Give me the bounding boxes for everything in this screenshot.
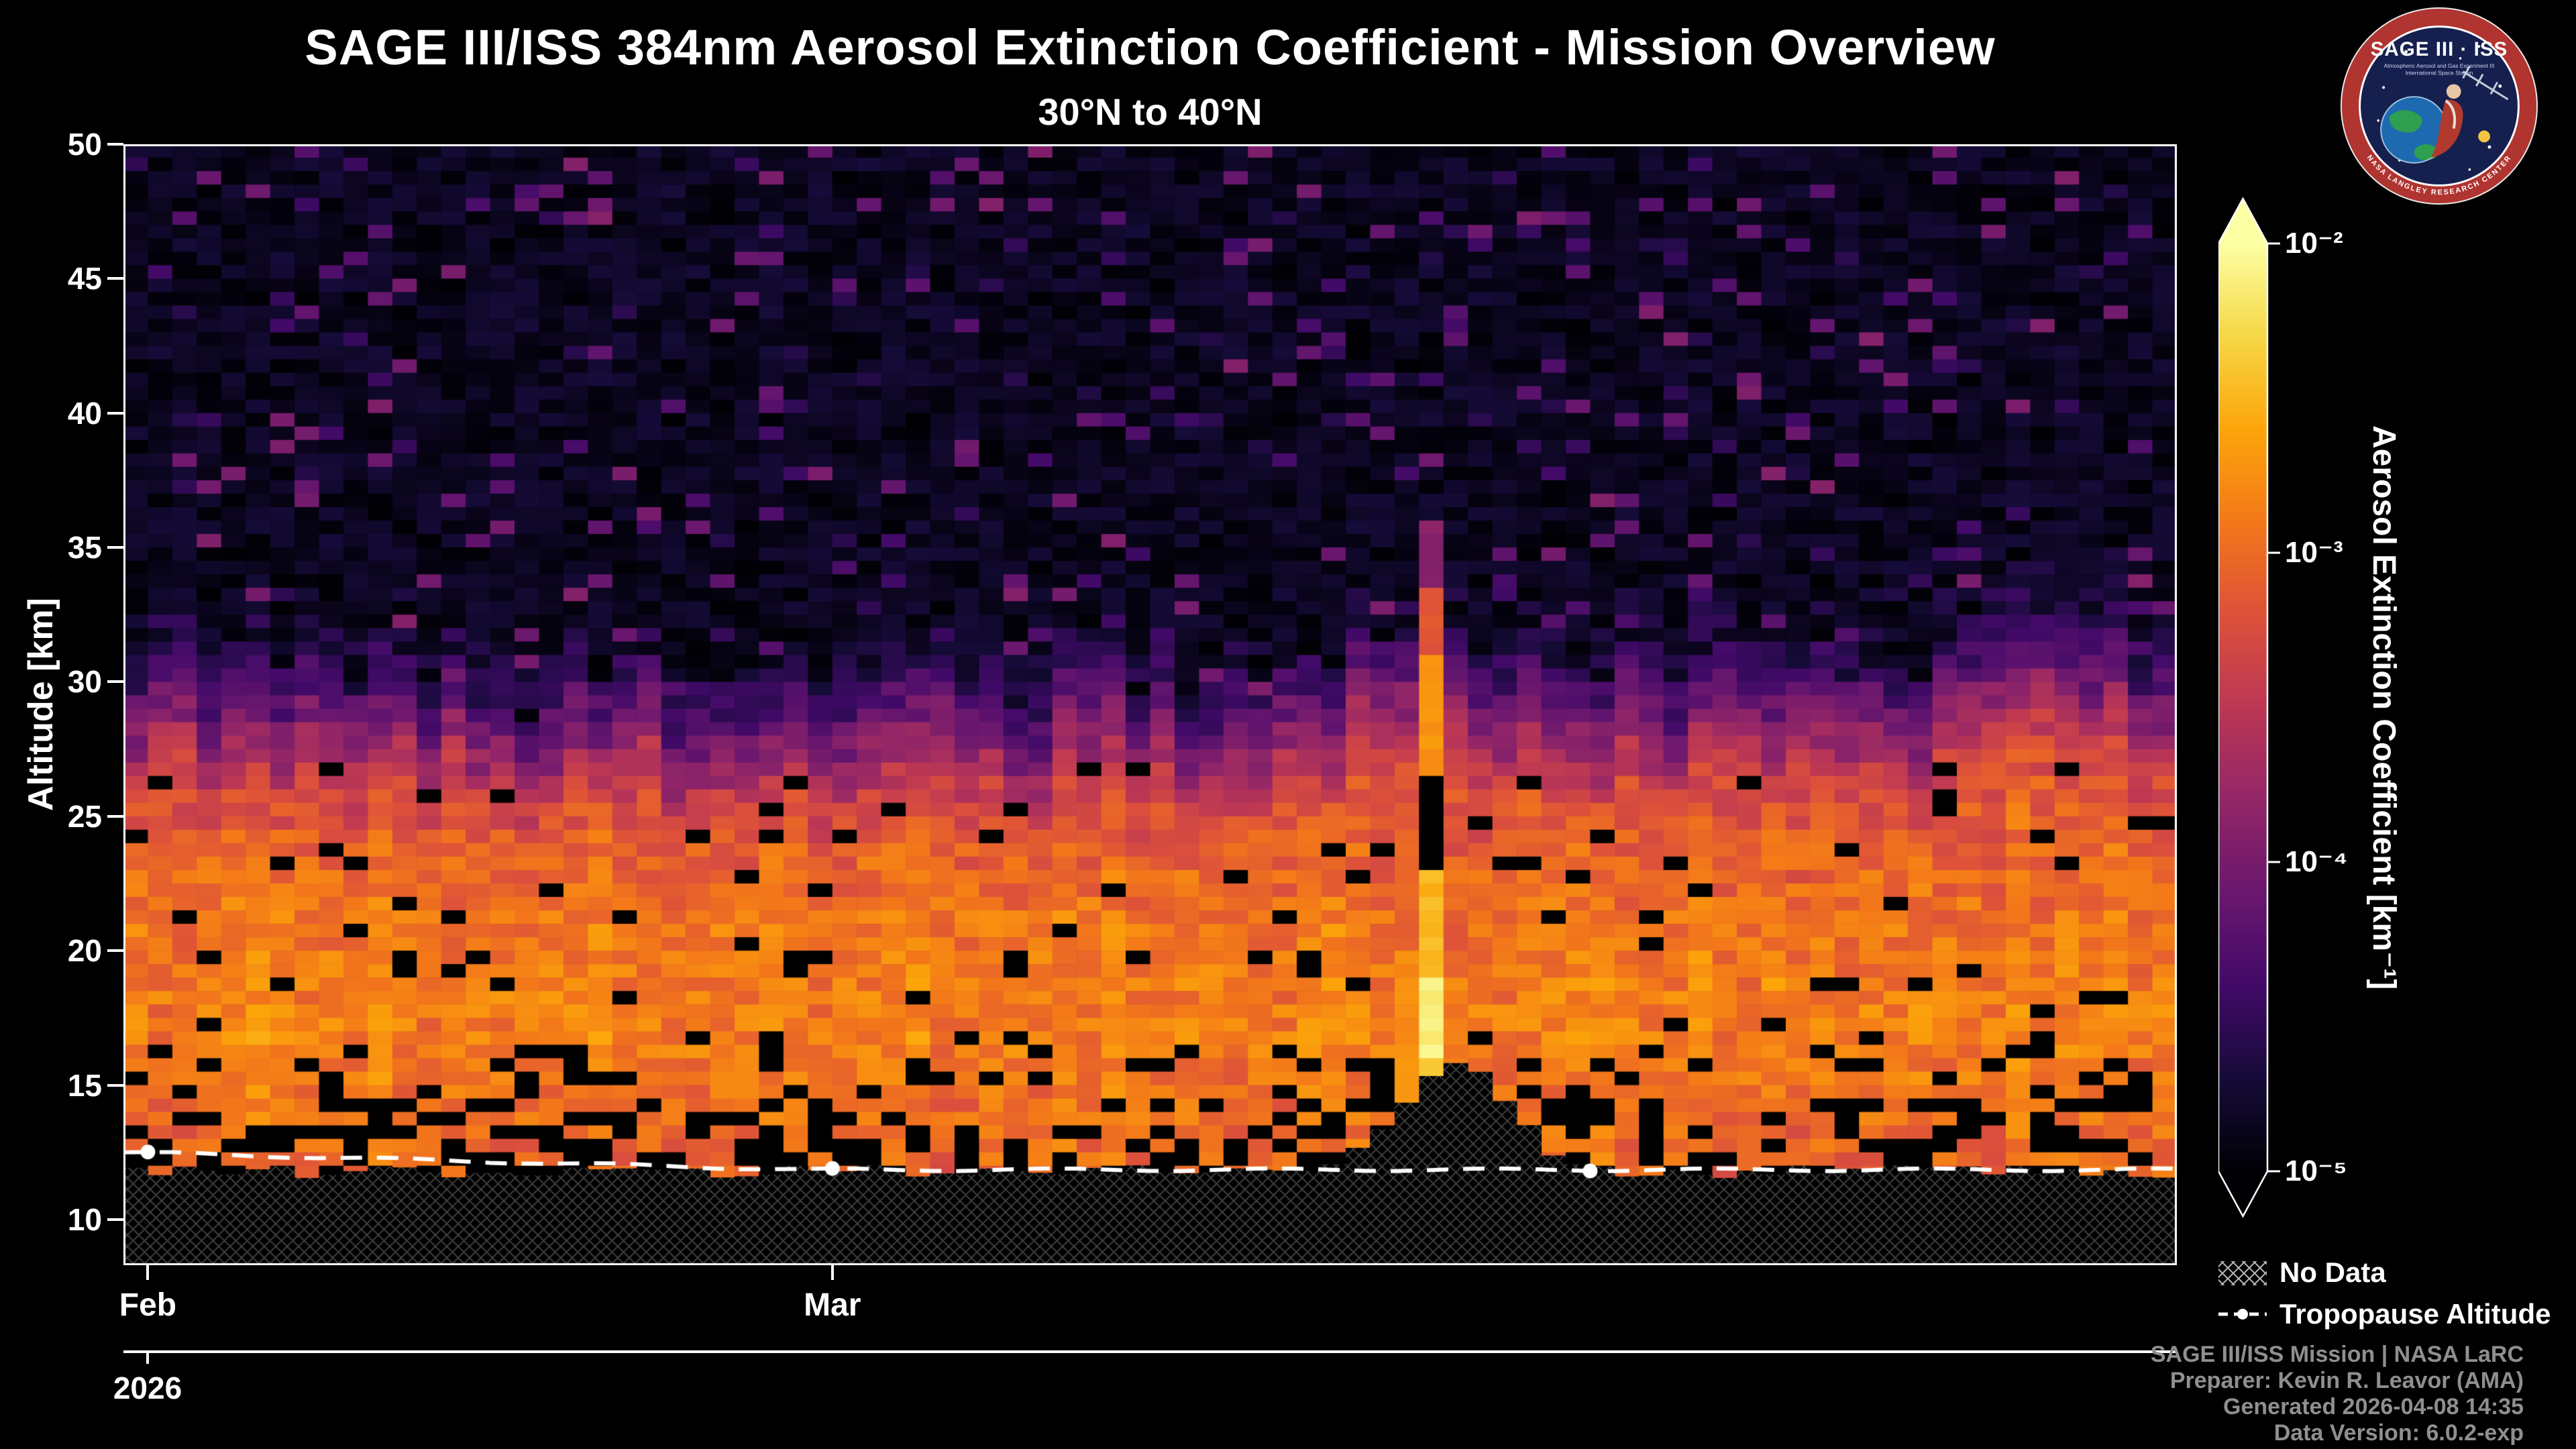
- colorbar-tick-label: 10⁻⁴: [2285, 845, 2348, 878]
- figure-icon: [2431, 84, 2463, 158]
- y-axis-tick: [107, 814, 123, 818]
- colorbar-tick-label: 10⁻³: [2285, 536, 2343, 569]
- y-axis-tick-label: 35: [67, 530, 102, 566]
- y-axis-tick: [107, 546, 123, 549]
- mission-logo: SAGE III · ISS Atmospheric Aerosol and G…: [2340, 7, 2538, 205]
- year-axis-tick: [146, 1350, 149, 1364]
- tropopause-swatch-icon: [2218, 1309, 2267, 1320]
- chart-title: SAGE III/ISS 384nm Aerosol Extinction Co…: [305, 19, 1996, 75]
- y-axis-tick: [107, 949, 123, 953]
- y-axis-tick-label: 20: [67, 933, 102, 969]
- credits-line-3: Generated 2026-04-08 14:35: [2223, 1394, 2524, 1419]
- sun-icon: [2478, 130, 2490, 143]
- year-axis-line: [123, 1350, 2177, 1353]
- y-axis-tick: [107, 680, 123, 684]
- y-axis-tick-label: 25: [67, 798, 102, 834]
- colorbar: [2218, 197, 2280, 1218]
- colorbar-tick-label: 10⁻²: [2285, 227, 2343, 260]
- colorbar-gradient: [2218, 197, 2269, 1218]
- colorbar-tick-label: 10⁻⁵: [2285, 1155, 2347, 1187]
- colorbar-label: Aerosol Extinction Coefficient [km⁻¹]: [2366, 425, 2402, 990]
- iss-icon: [2462, 66, 2509, 101]
- x-axis-tick: [830, 1265, 834, 1280]
- y-axis-tick: [107, 277, 123, 280]
- y-axis-tick-label: 15: [67, 1067, 102, 1103]
- y-axis-tick: [107, 143, 123, 146]
- y-axis-tick-label: 50: [67, 127, 102, 162]
- y-axis-tick: [107, 411, 123, 415]
- y-axis-tick-label: 30: [67, 664, 102, 700]
- y-axis-tick: [107, 1083, 123, 1087]
- heatmap-canvas: [123, 144, 2177, 1265]
- chart-subtitle: 30°N to 40°N: [1038, 91, 1263, 133]
- no-data-swatch-icon: [2218, 1261, 2267, 1285]
- year-label: 2026: [113, 1371, 182, 1405]
- credits-line-2: Preparer: Kevin R. Leavor (AMA): [2169, 1368, 2524, 1393]
- y-axis-label: Altitude [km]: [21, 598, 60, 811]
- stars-icon: [2377, 45, 2502, 171]
- credits-line-1: SAGE III/ISS Mission | NASA LaRC: [2150, 1342, 2524, 1367]
- y-axis-tick-label: 10: [67, 1201, 102, 1237]
- y-axis-tick: [107, 1218, 123, 1221]
- x-axis-tick: [146, 1265, 150, 1280]
- legend-tropopause-label: Tropopause Altitude: [2279, 1298, 2551, 1330]
- logo-subtitle-2: International Space Station: [2406, 70, 2473, 76]
- legend-no-data-label: No Data: [2279, 1256, 2386, 1288]
- credits-line-4: Data Version: 6.0.2-exp: [2273, 1420, 2524, 1446]
- y-axis-tick-label: 40: [67, 395, 102, 431]
- x-axis-tick-label: Feb: [119, 1287, 177, 1323]
- logo-title: SAGE III · ISS: [2371, 38, 2508, 60]
- colorbar-ticks: [2267, 242, 2280, 1173]
- credits-block: SAGE III/ISS Mission | NASA LaRC Prepare…: [2151, 1342, 2524, 1446]
- x-axis-tick-label: Mar: [804, 1287, 861, 1323]
- y-axis-tick-label: 45: [67, 261, 102, 297]
- logo-subtitle-1: Atmospheric Aerosol and Gas Experiment I…: [2384, 62, 2495, 69]
